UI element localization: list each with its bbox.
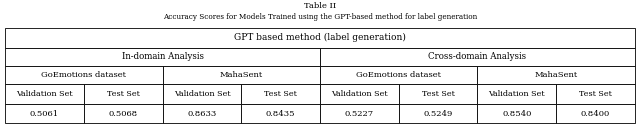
Text: 0.5061: 0.5061 — [30, 110, 59, 118]
Text: Table II: Table II — [304, 2, 336, 10]
Text: Validation Set: Validation Set — [16, 90, 73, 98]
Text: In-domain Analysis: In-domain Analysis — [122, 52, 204, 61]
Text: 0.8633: 0.8633 — [188, 110, 216, 118]
Text: Test Set: Test Set — [422, 90, 454, 98]
Text: 0.8400: 0.8400 — [581, 110, 610, 118]
Text: 0.5068: 0.5068 — [109, 110, 138, 118]
Text: Validation Set: Validation Set — [173, 90, 230, 98]
Text: Accuracy Scores for Models Trained using the GPT-based method for label generati: Accuracy Scores for Models Trained using… — [163, 13, 477, 21]
Text: GoEmotions dataset: GoEmotions dataset — [42, 71, 126, 79]
Text: 0.5227: 0.5227 — [345, 110, 374, 118]
Text: Validation Set: Validation Set — [488, 90, 545, 98]
Text: Test Set: Test Set — [579, 90, 612, 98]
Text: GoEmotions dataset: GoEmotions dataset — [356, 71, 441, 79]
Text: Validation Set: Validation Set — [331, 90, 388, 98]
Text: Test Set: Test Set — [264, 90, 297, 98]
Text: Test Set: Test Set — [107, 90, 140, 98]
Text: 0.5249: 0.5249 — [424, 110, 452, 118]
Text: 0.8435: 0.8435 — [266, 110, 296, 118]
Text: 0.8540: 0.8540 — [502, 110, 531, 118]
Text: Cross-domain Analysis: Cross-domain Analysis — [428, 52, 527, 61]
Text: GPT based method (label generation): GPT based method (label generation) — [234, 33, 406, 42]
Text: MahaSent: MahaSent — [534, 71, 578, 79]
Text: MahaSent: MahaSent — [220, 71, 263, 79]
